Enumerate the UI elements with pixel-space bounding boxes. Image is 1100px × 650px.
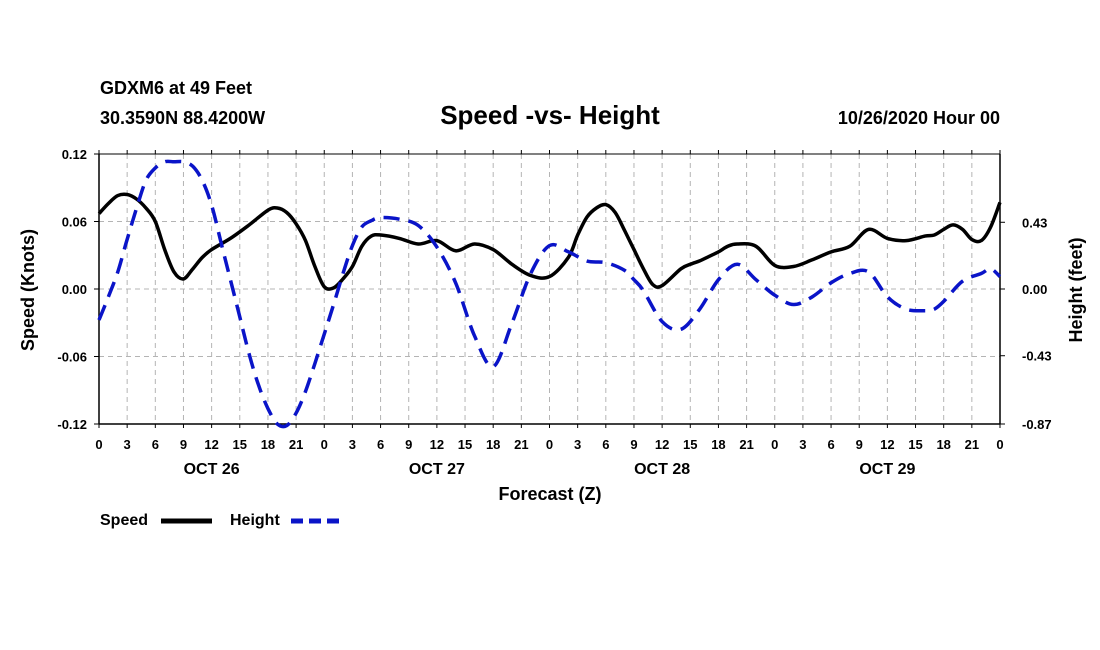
x-tick-label: 3 [349, 437, 356, 452]
y-left-tick-label: 0.12 [62, 147, 87, 162]
series-lines [97, 159, 1002, 429]
x-tick-label: 18 [711, 437, 725, 452]
x-tick-label: 21 [965, 437, 979, 452]
y-left-tick-label: 0.06 [62, 215, 87, 230]
speed-series-line [97, 192, 1002, 291]
x-tick-label: 18 [486, 437, 500, 452]
x-tick-label: 0 [321, 437, 328, 452]
x-day-label: OCT 26 [184, 461, 240, 478]
x-tick-label: 6 [602, 437, 609, 452]
x-day-label: OCT 27 [409, 461, 465, 478]
legend: Speed Height [100, 512, 342, 529]
y-right-tick-label: -0.43 [1022, 349, 1052, 364]
x-tick-label: 15 [458, 437, 472, 452]
x-tick-label: 9 [405, 437, 412, 452]
x-tick-label: 12 [430, 437, 444, 452]
height-series-line [97, 159, 1002, 429]
x-day-label: OCT 28 [634, 461, 690, 478]
x-tick-label: 3 [574, 437, 581, 452]
x-tick-label: 15 [233, 437, 247, 452]
y-left-tick-label: -0.12 [57, 417, 87, 432]
y-right-tick-label: -0.87 [1022, 417, 1052, 432]
x-day-label: OCT 29 [859, 461, 915, 478]
legend-speed-label: Speed [100, 512, 148, 529]
x-tick-label: 15 [908, 437, 922, 452]
y-right-tick-label: 0.43 [1022, 215, 1047, 230]
y-axis-title-right: Height (feet) [1066, 238, 1086, 343]
x-tick-label: 6 [152, 437, 159, 452]
y-left-tick-label: 0.00 [62, 282, 87, 297]
station-label: GDXM6 at 49 Feet [100, 78, 252, 98]
x-tick-label: 18 [936, 437, 950, 452]
x-tick-label: 0 [95, 437, 102, 452]
x-tick-label: 0 [996, 437, 1003, 452]
x-tick-label: 9 [180, 437, 187, 452]
x-axis-title: Forecast (Z) [498, 484, 601, 504]
x-tick-label: 12 [880, 437, 894, 452]
x-tick-label: 6 [377, 437, 384, 452]
axis-labels: 0 3 6 9 12 15 18 21 0 3 6 9 12 15 18 21 0 3 6 9 12 15 18 21 0 3 6 9… [57, 147, 1051, 478]
x-tick-label: 0 [546, 437, 553, 452]
x-tick-label: 21 [514, 437, 528, 452]
y-right-tick-label: 0.00 [1022, 282, 1047, 297]
forecast-date-label: 10/26/2020 Hour 00 [838, 108, 1000, 128]
axes [94, 150, 1005, 428]
x-tick-label: 0 [771, 437, 778, 452]
x-tick-label: 9 [856, 437, 863, 452]
x-tick-label: 3 [799, 437, 806, 452]
y-left-tick-label: -0.06 [57, 350, 87, 365]
x-tick-label: 21 [739, 437, 753, 452]
x-tick-label: 3 [124, 437, 131, 452]
x-tick-label: 9 [630, 437, 637, 452]
legend-height-label: Height [230, 512, 280, 529]
grid-lines [99, 154, 1000, 424]
x-tick-label: 12 [204, 437, 218, 452]
coordinates-label: 30.3590N 88.4200W [100, 108, 265, 128]
x-tick-label: 6 [827, 437, 834, 452]
x-tick-label: 15 [683, 437, 697, 452]
x-tick-label: 12 [655, 437, 669, 452]
chart-title: Speed -vs- Height [440, 100, 660, 130]
x-tick-label: 18 [261, 437, 275, 452]
x-tick-label: 21 [289, 437, 303, 452]
y-axis-title-left: Speed (Knots) [18, 229, 38, 351]
